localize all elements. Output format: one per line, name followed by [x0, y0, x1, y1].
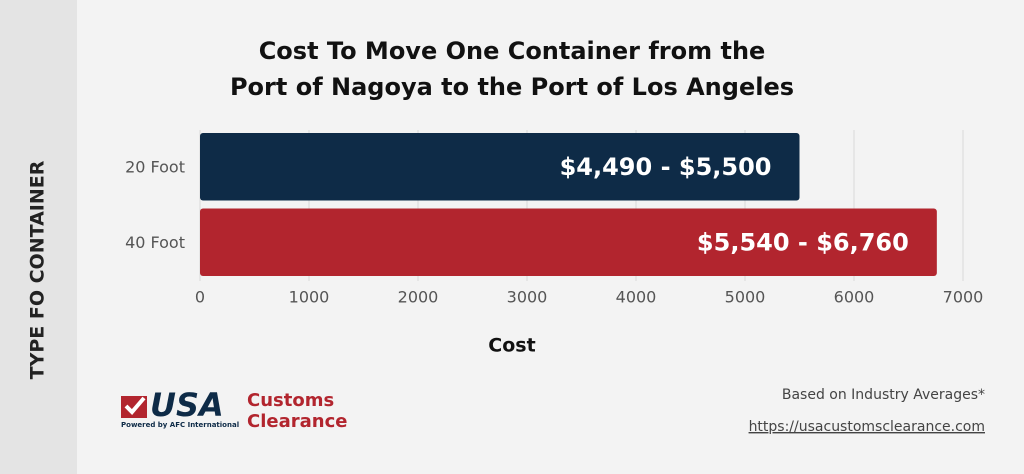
x-tick-label: 5000	[725, 288, 766, 307]
logo-main: USA	[150, 386, 224, 424]
logo-line: Customs	[247, 390, 334, 411]
footer-note: Based on Industry Averages*	[782, 387, 985, 403]
y-axis-label: TYPE FO CONTAINER	[27, 160, 49, 379]
footer-url[interactable]: https://usacustomsclearance.com	[749, 419, 985, 435]
chart-title: Port of Nagoya to the Port of Los Angele…	[230, 73, 794, 101]
side-strip	[0, 0, 77, 474]
x-tick-label: 3000	[507, 288, 548, 307]
x-tick-label: 7000	[943, 288, 984, 307]
x-tick-label: 2000	[398, 288, 439, 307]
bar	[200, 133, 800, 201]
x-tick-label: 4000	[616, 288, 657, 307]
x-tick-label: 1000	[289, 288, 330, 307]
y-tick-label: 40 Foot	[125, 233, 185, 252]
x-axis-label: Cost	[488, 335, 535, 357]
logo-line: Clearance	[247, 411, 347, 432]
data-label: $4,490 - $5,500	[560, 153, 772, 181]
y-tick-label: 20 Foot	[125, 157, 185, 176]
logo-tagline: Powered by AFC International	[121, 421, 239, 429]
bar	[200, 208, 937, 276]
x-tick-label: 0	[195, 288, 205, 307]
chart-title: Cost To Move One Container from the	[259, 37, 766, 65]
data-label: $5,540 - $6,760	[697, 228, 909, 256]
x-tick-label: 6000	[834, 288, 875, 307]
logo-check	[124, 396, 146, 415]
